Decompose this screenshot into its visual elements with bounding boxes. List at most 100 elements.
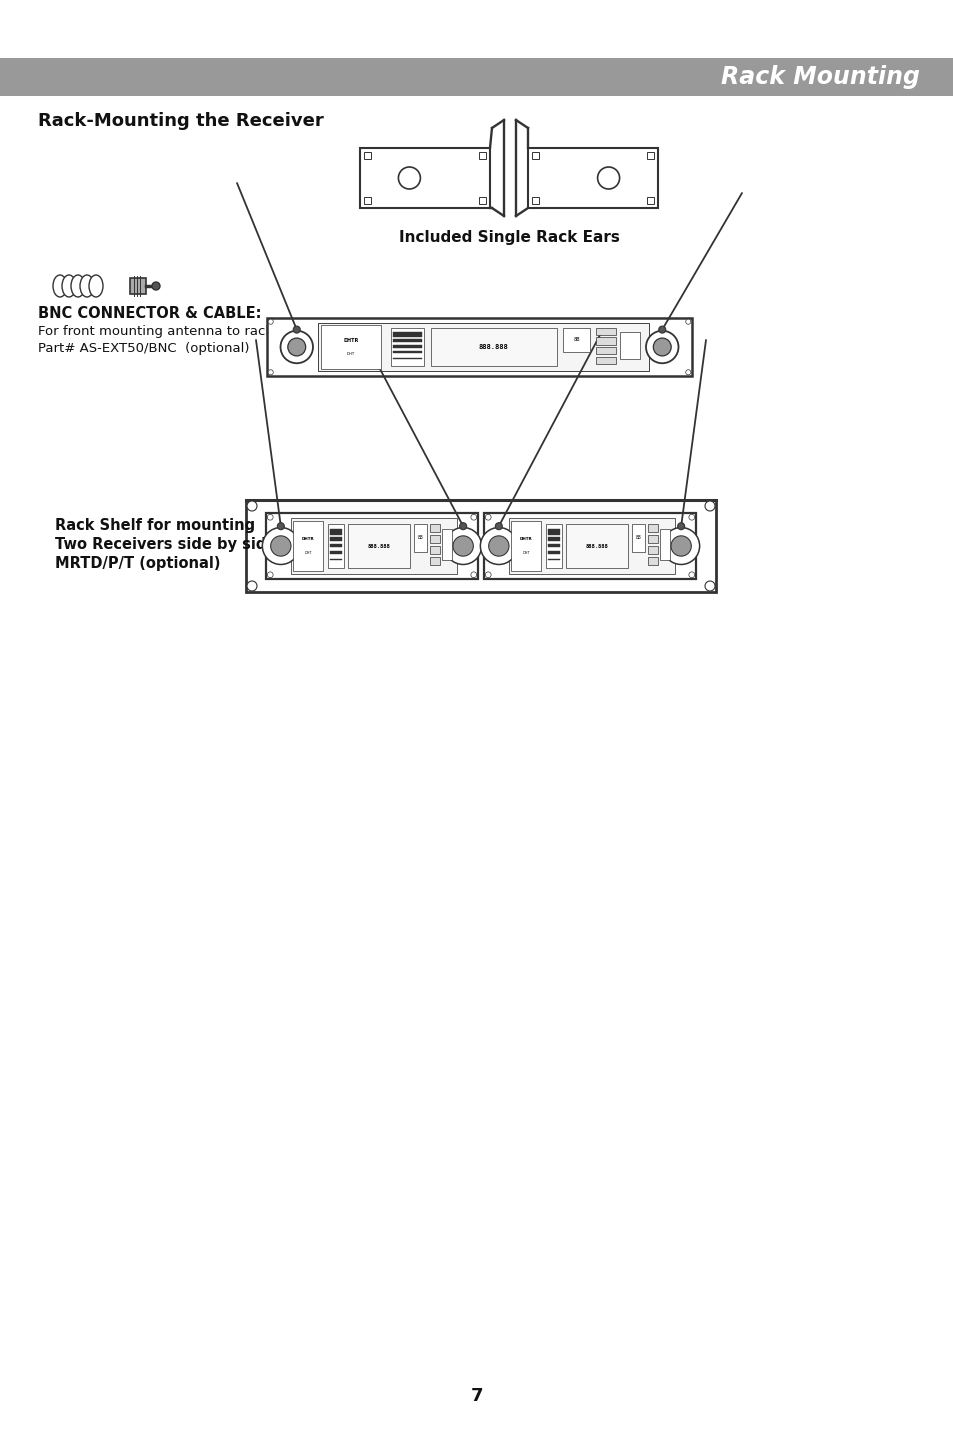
Bar xyxy=(430,328,557,366)
Bar xyxy=(596,356,616,363)
Bar xyxy=(267,318,691,376)
Ellipse shape xyxy=(89,275,103,298)
Bar xyxy=(430,535,439,544)
Ellipse shape xyxy=(80,275,94,298)
Bar xyxy=(393,352,421,353)
Text: MRTD/P/T (optional): MRTD/P/T (optional) xyxy=(55,557,220,571)
Circle shape xyxy=(293,326,300,333)
Circle shape xyxy=(277,522,284,529)
Bar xyxy=(483,512,696,580)
Bar xyxy=(0,59,953,96)
Text: 88: 88 xyxy=(573,338,579,342)
Text: BNC CONNECTOR & CABLE:: BNC CONNECTOR & CABLE: xyxy=(38,306,261,321)
Text: DHT: DHT xyxy=(347,352,355,355)
Bar xyxy=(648,557,658,565)
Bar xyxy=(478,197,485,205)
Bar xyxy=(596,346,616,355)
Bar xyxy=(565,524,628,568)
Text: 88: 88 xyxy=(417,535,423,539)
Bar xyxy=(509,518,674,574)
Bar xyxy=(330,544,342,547)
Bar xyxy=(545,524,561,568)
Circle shape xyxy=(688,572,694,578)
Ellipse shape xyxy=(53,275,67,298)
Bar xyxy=(631,524,644,551)
Bar xyxy=(130,278,146,293)
Text: For front mounting antenna to rack ears.: For front mounting antenna to rack ears. xyxy=(38,325,310,338)
Text: DHTR: DHTR xyxy=(343,338,358,343)
Bar xyxy=(648,524,658,532)
Bar xyxy=(293,521,322,571)
Bar xyxy=(414,524,427,551)
Bar xyxy=(532,197,538,205)
Circle shape xyxy=(267,514,273,519)
Circle shape xyxy=(288,338,305,356)
Text: 888.888: 888.888 xyxy=(478,343,508,351)
Ellipse shape xyxy=(62,275,76,298)
Circle shape xyxy=(152,282,160,290)
Bar xyxy=(330,537,342,541)
Bar xyxy=(430,547,439,554)
Bar xyxy=(511,521,540,571)
Circle shape xyxy=(495,522,502,529)
Circle shape xyxy=(247,501,256,511)
Text: 888.888: 888.888 xyxy=(367,544,390,548)
Bar xyxy=(619,332,639,359)
Bar xyxy=(359,147,490,207)
Circle shape xyxy=(685,369,690,375)
Circle shape xyxy=(262,528,299,564)
Bar xyxy=(317,322,649,372)
Bar xyxy=(596,338,616,345)
Text: Rack-Mounting the Receiver: Rack-Mounting the Receiver xyxy=(38,112,323,130)
Bar xyxy=(330,529,342,535)
Circle shape xyxy=(444,528,481,564)
Circle shape xyxy=(459,522,466,529)
Circle shape xyxy=(670,535,691,557)
Text: Included Single Rack Ears: Included Single Rack Ears xyxy=(398,230,618,245)
Text: DHTR: DHTR xyxy=(301,537,314,541)
Bar xyxy=(266,512,477,580)
Bar xyxy=(648,547,658,554)
Text: Two Receivers side by side: Two Receivers side by side xyxy=(55,537,276,552)
Bar xyxy=(547,551,559,554)
Text: Rack Shelf for mounting: Rack Shelf for mounting xyxy=(55,518,254,532)
Circle shape xyxy=(471,572,476,578)
Text: DHT: DHT xyxy=(304,551,312,555)
Circle shape xyxy=(704,501,714,511)
Circle shape xyxy=(704,581,714,591)
Bar xyxy=(478,152,485,159)
Text: 888.888: 888.888 xyxy=(585,544,608,548)
Bar xyxy=(646,197,654,205)
Bar xyxy=(393,345,421,348)
Bar xyxy=(393,332,421,336)
Circle shape xyxy=(453,535,473,557)
Bar xyxy=(659,529,669,560)
Circle shape xyxy=(280,331,313,363)
Text: DHTR: DHTR xyxy=(519,537,532,541)
Circle shape xyxy=(398,167,420,189)
Bar xyxy=(527,147,658,207)
Bar xyxy=(596,328,616,335)
Bar xyxy=(291,518,456,574)
Bar xyxy=(364,197,371,205)
Circle shape xyxy=(271,535,291,557)
Circle shape xyxy=(268,369,273,375)
Bar xyxy=(430,524,439,532)
Bar xyxy=(547,529,559,535)
Bar xyxy=(430,557,439,565)
Ellipse shape xyxy=(71,275,85,298)
Bar xyxy=(393,339,421,342)
Bar xyxy=(441,529,452,560)
Bar xyxy=(364,152,371,159)
Circle shape xyxy=(488,535,509,557)
Text: 7: 7 xyxy=(470,1387,483,1405)
Bar xyxy=(391,328,424,366)
Circle shape xyxy=(267,572,273,578)
Bar xyxy=(547,537,559,541)
Circle shape xyxy=(597,167,618,189)
Circle shape xyxy=(688,514,694,519)
Circle shape xyxy=(645,331,678,363)
Circle shape xyxy=(659,326,665,333)
Circle shape xyxy=(485,514,491,519)
Circle shape xyxy=(471,514,476,519)
